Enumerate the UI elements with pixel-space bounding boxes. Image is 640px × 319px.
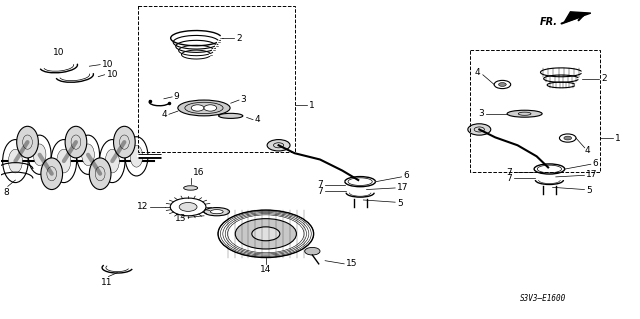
- Ellipse shape: [113, 126, 135, 158]
- Ellipse shape: [8, 149, 22, 173]
- Ellipse shape: [130, 145, 143, 167]
- Text: 4: 4: [585, 146, 590, 155]
- Text: 3: 3: [240, 95, 246, 104]
- Text: FR.: FR.: [540, 17, 558, 27]
- Circle shape: [468, 124, 491, 135]
- Text: 4: 4: [254, 115, 260, 124]
- Circle shape: [267, 140, 290, 151]
- Text: 8: 8: [4, 188, 10, 197]
- Circle shape: [252, 227, 280, 241]
- Ellipse shape: [57, 149, 71, 173]
- Circle shape: [191, 105, 204, 111]
- Polygon shape: [564, 12, 591, 23]
- Text: 10: 10: [106, 70, 118, 79]
- Circle shape: [305, 248, 320, 255]
- Ellipse shape: [204, 208, 230, 216]
- Text: 7: 7: [507, 174, 513, 183]
- Text: 12: 12: [136, 203, 148, 211]
- Ellipse shape: [17, 126, 38, 158]
- Ellipse shape: [82, 144, 94, 166]
- Text: 16: 16: [193, 168, 204, 177]
- Ellipse shape: [184, 186, 198, 190]
- Text: 17: 17: [586, 170, 598, 179]
- Ellipse shape: [41, 158, 63, 189]
- Text: 14: 14: [260, 265, 271, 274]
- Ellipse shape: [65, 126, 87, 158]
- Text: 10: 10: [102, 60, 113, 69]
- Text: 1: 1: [309, 100, 315, 109]
- Text: S3V3–E1600: S3V3–E1600: [520, 294, 566, 303]
- Text: 10: 10: [53, 48, 65, 57]
- Text: 4: 4: [161, 110, 167, 119]
- Ellipse shape: [219, 113, 243, 118]
- Text: 17: 17: [397, 183, 408, 192]
- Text: 4: 4: [475, 68, 480, 77]
- Text: 13: 13: [175, 213, 186, 222]
- Text: 2: 2: [602, 74, 607, 83]
- Text: 11: 11: [100, 278, 112, 287]
- Text: 3: 3: [479, 109, 484, 118]
- Text: 5: 5: [397, 199, 403, 208]
- Text: 15: 15: [346, 259, 357, 268]
- Text: 9: 9: [173, 92, 179, 101]
- Text: 6: 6: [593, 159, 598, 168]
- Text: 5: 5: [586, 186, 592, 195]
- Ellipse shape: [105, 149, 119, 173]
- Ellipse shape: [90, 158, 111, 189]
- Circle shape: [236, 219, 296, 249]
- Circle shape: [204, 105, 217, 111]
- Ellipse shape: [211, 210, 223, 214]
- Text: 2: 2: [236, 33, 242, 43]
- Circle shape: [499, 83, 506, 86]
- Ellipse shape: [178, 100, 230, 116]
- Text: 7: 7: [317, 187, 323, 196]
- Circle shape: [564, 136, 572, 140]
- Bar: [138, 6, 294, 152]
- Text: 1: 1: [615, 134, 621, 143]
- Text: 6: 6: [403, 171, 409, 181]
- Text: 7: 7: [507, 168, 513, 177]
- Circle shape: [179, 203, 197, 211]
- Ellipse shape: [507, 110, 542, 117]
- Text: 7: 7: [317, 180, 323, 189]
- Bar: [470, 50, 600, 172]
- Ellipse shape: [33, 144, 46, 166]
